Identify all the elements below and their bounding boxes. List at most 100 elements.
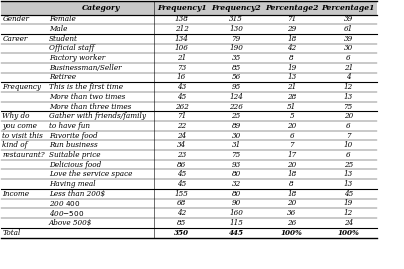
Text: Income: Income <box>2 190 29 198</box>
Text: 80: 80 <box>231 170 241 178</box>
Text: 262: 262 <box>175 102 189 111</box>
Text: Total: Total <box>2 229 21 237</box>
Bar <box>1 15 377 24</box>
Text: 30: 30 <box>231 132 241 140</box>
Text: More than two times: More than two times <box>49 93 125 101</box>
Text: 30: 30 <box>344 44 353 52</box>
Text: Retiree: Retiree <box>49 73 76 82</box>
Text: 13: 13 <box>344 93 353 101</box>
Text: 79: 79 <box>231 35 241 43</box>
Text: 85: 85 <box>177 219 186 227</box>
Text: 24: 24 <box>344 219 353 227</box>
Text: 95: 95 <box>231 83 241 91</box>
Bar <box>1 82 377 92</box>
Text: Favorite food: Favorite food <box>49 132 97 140</box>
Bar <box>1 218 377 228</box>
Bar <box>1 140 377 150</box>
Text: Male: Male <box>49 25 67 33</box>
Text: Gather with friends/family: Gather with friends/family <box>49 112 146 120</box>
Text: 7: 7 <box>289 141 294 149</box>
Bar <box>1 169 377 179</box>
Text: 34: 34 <box>177 141 186 149</box>
Bar <box>1 1 377 15</box>
Text: 134: 134 <box>175 35 189 43</box>
Text: 45: 45 <box>177 93 186 101</box>
Text: Suitable price: Suitable price <box>49 151 100 159</box>
Text: 43: 43 <box>177 83 186 91</box>
Text: Frequency2: Frequency2 <box>211 3 261 12</box>
Text: 86: 86 <box>177 161 186 169</box>
Text: 42: 42 <box>287 44 296 52</box>
Bar <box>1 24 377 34</box>
Text: 20: 20 <box>287 122 296 130</box>
Text: 6: 6 <box>346 122 351 130</box>
Text: 25: 25 <box>231 112 241 120</box>
Text: 71: 71 <box>287 15 296 23</box>
Text: 31: 31 <box>231 141 241 149</box>
Text: 13: 13 <box>344 180 353 188</box>
Text: 17: 17 <box>287 151 296 159</box>
Text: 100%: 100% <box>337 229 359 237</box>
Text: 212: 212 <box>175 25 189 33</box>
Text: 226: 226 <box>229 102 243 111</box>
Text: 90: 90 <box>231 199 241 207</box>
Bar <box>1 53 377 63</box>
Text: 130: 130 <box>229 25 243 33</box>
Bar <box>1 189 377 199</box>
Text: 5: 5 <box>289 112 294 120</box>
Text: 12: 12 <box>344 209 353 217</box>
Text: Run business: Run business <box>49 141 98 149</box>
Text: 35: 35 <box>231 54 241 62</box>
Text: Love the service space: Love the service space <box>49 170 132 178</box>
Bar <box>1 150 377 160</box>
Text: 6: 6 <box>346 151 351 159</box>
Text: 73: 73 <box>177 64 186 72</box>
Text: restaurant?: restaurant? <box>2 151 45 159</box>
Text: 12: 12 <box>344 83 353 91</box>
Text: 124: 124 <box>229 93 243 101</box>
Text: 71: 71 <box>177 112 186 120</box>
Text: 21: 21 <box>344 64 353 72</box>
Text: 10: 10 <box>344 141 353 149</box>
Text: 45: 45 <box>344 190 353 198</box>
Bar <box>1 92 377 102</box>
Text: 42: 42 <box>177 209 186 217</box>
Text: 93: 93 <box>231 161 241 169</box>
Text: 51: 51 <box>287 102 296 111</box>
Text: Delicious food: Delicious food <box>49 161 101 169</box>
Text: 89: 89 <box>231 122 241 130</box>
Text: Student: Student <box>49 35 78 43</box>
Bar <box>1 44 377 53</box>
Text: Above 500$: Above 500$ <box>49 219 92 227</box>
Text: Female: Female <box>49 15 76 23</box>
Text: 23: 23 <box>177 151 186 159</box>
Bar <box>1 63 377 73</box>
Text: 21: 21 <box>287 83 296 91</box>
Text: 100%: 100% <box>281 229 303 237</box>
Text: Percentage2: Percentage2 <box>265 3 318 12</box>
Bar <box>1 208 377 218</box>
Bar <box>1 179 377 189</box>
Text: 68: 68 <box>177 199 186 207</box>
Text: 28: 28 <box>287 93 296 101</box>
Text: 106: 106 <box>175 44 189 52</box>
Text: Businessman/Seller: Businessman/Seller <box>49 64 122 72</box>
Bar <box>1 34 377 44</box>
Text: 21: 21 <box>177 54 186 62</box>
Text: 22: 22 <box>177 122 186 130</box>
Text: 45: 45 <box>177 180 186 188</box>
Text: Why do: Why do <box>2 112 30 120</box>
Bar <box>1 111 377 121</box>
Text: Factory worker: Factory worker <box>49 54 105 62</box>
Text: Frequency1: Frequency1 <box>157 3 206 12</box>
Text: Career: Career <box>2 35 28 43</box>
Text: 115: 115 <box>229 219 243 227</box>
Text: 45: 45 <box>177 170 186 178</box>
Text: Category: Category <box>82 3 120 12</box>
Text: 19: 19 <box>287 64 296 72</box>
Text: Less than 200$: Less than 200$ <box>49 190 105 198</box>
Text: 13: 13 <box>344 170 353 178</box>
Text: Having meal: Having meal <box>49 180 95 188</box>
Bar <box>1 228 377 238</box>
Text: 19: 19 <box>344 199 353 207</box>
